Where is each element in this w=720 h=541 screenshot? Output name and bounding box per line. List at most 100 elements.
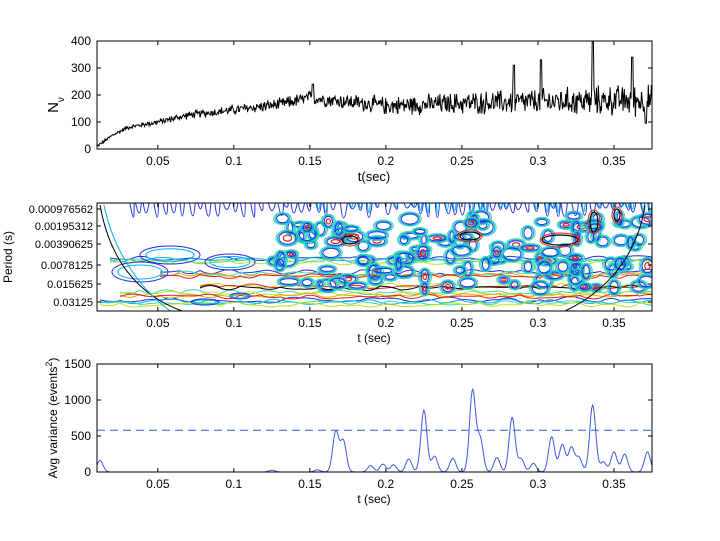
y-tick-label: 0.015625	[47, 279, 93, 291]
contour-line	[549, 203, 556, 209]
contour-line	[190, 298, 220, 306]
x-tick-label: 0.05	[146, 477, 170, 491]
contour-line	[455, 267, 465, 274]
contour-line	[273, 249, 288, 268]
contour-line	[550, 203, 555, 208]
contour-line	[440, 280, 455, 294]
contour-line	[304, 224, 311, 230]
contour-line	[334, 222, 343, 236]
contour-line	[354, 253, 372, 268]
contour-line	[458, 203, 466, 216]
contour-line	[300, 277, 314, 288]
contour-line	[452, 245, 471, 256]
contour-line	[339, 233, 361, 247]
contour-line	[414, 244, 432, 262]
spike-count-panel: 0.05 0.1 0.15 0.2 0.25 0.3 0.35 0100200300400 …	[45, 34, 653, 184]
contour-line	[637, 274, 652, 289]
wavelet-panel: 0.05 0.1 0.15 0.2 0.25 0.3 0.35 0.0009765620.0…	[1, 202, 653, 345]
contour-line	[635, 273, 652, 290]
contour-line	[447, 230, 456, 244]
contour-line	[521, 245, 539, 251]
contour-line	[614, 257, 626, 271]
contour-line	[630, 203, 635, 210]
contour-line	[572, 220, 580, 236]
contour-line	[542, 247, 559, 257]
contour-line	[571, 203, 579, 217]
contour-line	[368, 264, 381, 280]
contour-line	[282, 203, 289, 208]
contour-line	[567, 212, 581, 220]
contour-line	[371, 265, 396, 276]
contour-line	[318, 279, 337, 292]
contour-line	[403, 203, 412, 209]
contour-line	[498, 203, 503, 209]
contour-line	[231, 293, 249, 299]
contour-line	[275, 258, 285, 271]
contour-line	[486, 255, 501, 266]
contour-line	[384, 274, 396, 280]
contour-line	[555, 203, 561, 217]
y-tick-label: 100	[71, 115, 91, 129]
contour-line	[541, 234, 579, 246]
contour-line	[535, 259, 554, 276]
contour-line	[418, 280, 431, 297]
contour-line	[366, 203, 371, 214]
contour-line	[478, 255, 493, 273]
y-tick-label: 0.03125	[53, 297, 93, 309]
contour-line	[494, 249, 500, 256]
y-tick-label: 1000	[64, 393, 91, 407]
contour-line	[329, 277, 346, 289]
avg-variance-panel: 0.05 0.1 0.15 0.2 0.25 0.3 0.35 0 500 1000 1500 t…	[44, 357, 653, 506]
contour-line	[398, 234, 410, 246]
contour-line	[452, 265, 468, 276]
y-tick-label: 0.00390625	[35, 239, 93, 251]
x-tick-label: 0.05	[146, 154, 170, 168]
contour-line	[419, 249, 427, 257]
contour-line	[520, 259, 536, 274]
contour-line	[412, 227, 427, 236]
contour-line	[314, 278, 326, 289]
contour-line	[392, 203, 399, 210]
contour-line	[170, 203, 177, 214]
contour-line	[400, 213, 419, 225]
x-tick-label: 0.3	[530, 477, 547, 491]
contour-line	[331, 220, 346, 238]
contour-line	[524, 203, 530, 213]
x-tick-label: 0.2	[378, 316, 395, 330]
contour-line	[328, 276, 348, 290]
contour-line	[204, 203, 212, 217]
contour-line	[139, 245, 201, 265]
contour-line	[367, 263, 383, 281]
wavelet-axes-box	[96, 202, 653, 312]
contour-line	[214, 203, 221, 217]
contour-line	[282, 234, 293, 242]
contour-line	[444, 283, 451, 290]
contour-line	[490, 246, 503, 259]
contour-line	[589, 226, 603, 243]
contour-line	[416, 245, 431, 261]
contour-line	[534, 217, 549, 227]
contour-line	[556, 219, 576, 230]
contour-line	[451, 203, 458, 216]
y-tick-label: 0.000976562	[29, 204, 93, 216]
contour-line	[421, 282, 428, 295]
contour-line	[589, 211, 599, 233]
contour-line	[618, 203, 625, 208]
contour-line	[399, 212, 421, 226]
contour-line	[421, 234, 427, 245]
contour-line	[229, 292, 251, 300]
contour-line	[338, 275, 357, 284]
contour-line	[395, 266, 413, 278]
contour-line	[478, 203, 483, 210]
contour-line	[414, 228, 426, 235]
contour-line	[580, 203, 588, 216]
contour-line	[444, 203, 449, 212]
contour-line	[273, 212, 292, 226]
x-tick-label: 0.25	[450, 316, 474, 330]
contour-line	[554, 259, 572, 274]
contour-line	[507, 279, 522, 291]
contour-line	[368, 237, 386, 246]
wavelet-y-ticks: 0.000976562 0.00195312 0.00390625 0.0078125…	[29, 204, 652, 309]
contour-line	[522, 260, 534, 273]
contour-line	[268, 203, 276, 212]
